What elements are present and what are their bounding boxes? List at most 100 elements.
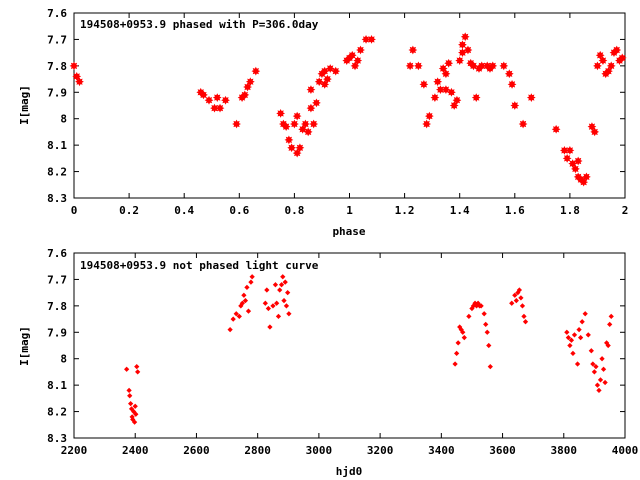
data-point (367, 35, 376, 44)
data-point (471, 93, 481, 102)
x-tick-label: 3200 (367, 444, 394, 457)
data-point (353, 56, 363, 65)
data-point (483, 321, 489, 327)
data-point (199, 90, 208, 100)
data-point (312, 98, 321, 108)
data-point (458, 48, 467, 58)
data-point (455, 56, 465, 65)
y-tick-label: 7.9 (47, 326, 67, 339)
data-point (582, 172, 591, 182)
data-point (455, 340, 461, 346)
data-point (295, 143, 305, 153)
data-point (128, 401, 134, 407)
data-point (522, 319, 529, 325)
data-point (607, 321, 613, 327)
data-point (509, 300, 515, 306)
data-point (477, 61, 487, 71)
x-tick-label: 2 (622, 204, 629, 217)
x-tick-label: 0.2 (119, 204, 139, 217)
data-point (469, 61, 478, 71)
data-point (284, 135, 294, 145)
x-tick-label: 0 (71, 204, 78, 217)
data-point (215, 103, 225, 113)
data-point (576, 327, 582, 333)
data-point (276, 109, 286, 118)
data-point (133, 411, 139, 417)
data-point (124, 366, 130, 372)
x-tick-label: 3000 (306, 444, 333, 457)
phased-plot-panel: 194508+0953.9 phased with P=306.0day pha… (18, 7, 628, 238)
data-point (323, 74, 332, 84)
data-point (278, 282, 285, 288)
data-point (210, 103, 219, 113)
data-point (521, 313, 527, 320)
data-point (598, 56, 608, 65)
data-point (597, 377, 604, 383)
data-point (551, 124, 561, 134)
data-point (526, 93, 536, 102)
data-point (512, 292, 518, 298)
data-point (438, 64, 448, 73)
data-point (602, 379, 608, 386)
unphased-plot-panel: 194508+0953.9 not phased light curve hjd… (18, 247, 638, 478)
data-point (504, 69, 514, 79)
y-tick-label: 7.7 (47, 33, 67, 46)
chart-title: 194508+0953.9 not phased light curve (80, 259, 319, 272)
data-point (134, 364, 140, 370)
x-tick-label: 0.6 (229, 204, 249, 217)
data-point (433, 77, 443, 87)
data-point (568, 159, 578, 169)
x-axis-label: hjd0 (336, 465, 363, 478)
data-point (212, 93, 222, 102)
data-point (599, 356, 605, 362)
data-point (227, 327, 233, 333)
data-point (233, 311, 239, 317)
x-tick-label: 0.8 (284, 204, 304, 217)
data-point (596, 387, 602, 394)
data-point (560, 146, 569, 155)
data-point (290, 119, 299, 129)
data-point (582, 311, 588, 317)
data-point (605, 342, 611, 349)
data-point (486, 342, 492, 349)
data-point (281, 297, 287, 304)
data-point (414, 61, 423, 71)
data-point (595, 50, 605, 60)
data-point (466, 313, 472, 320)
y-tick-label: 8.3 (47, 432, 67, 445)
x-tick-label: 1 (346, 204, 353, 217)
data-point (265, 305, 272, 312)
data-point (593, 61, 602, 71)
data-point (513, 297, 519, 304)
data-point (298, 124, 308, 134)
x-tick-label: 3600 (489, 444, 516, 457)
x-tick-label: 2600 (183, 444, 210, 457)
data-point (591, 369, 598, 375)
data-point (287, 143, 297, 153)
data-point (564, 329, 570, 335)
data-point (72, 72, 82, 81)
data-point (488, 61, 498, 71)
data-point (272, 282, 279, 288)
data-point (588, 348, 594, 354)
data-point (600, 366, 607, 372)
data-point (241, 292, 247, 298)
data-point (281, 122, 291, 132)
x-axis-label: phase (332, 225, 365, 238)
data-point (587, 122, 597, 132)
data-point (594, 382, 601, 388)
data-point (274, 300, 280, 306)
x-tick-label: 3800 (551, 444, 578, 457)
data-point (510, 101, 520, 110)
data-point (478, 303, 484, 309)
data-point (565, 146, 575, 155)
data-point (447, 87, 456, 97)
data-point (331, 66, 341, 76)
data-point (131, 419, 138, 425)
data-point (251, 66, 261, 76)
data-point (244, 284, 250, 290)
plot-frame (73, 12, 626, 199)
data-point (285, 290, 291, 296)
x-tick-label: 1.8 (560, 204, 580, 217)
